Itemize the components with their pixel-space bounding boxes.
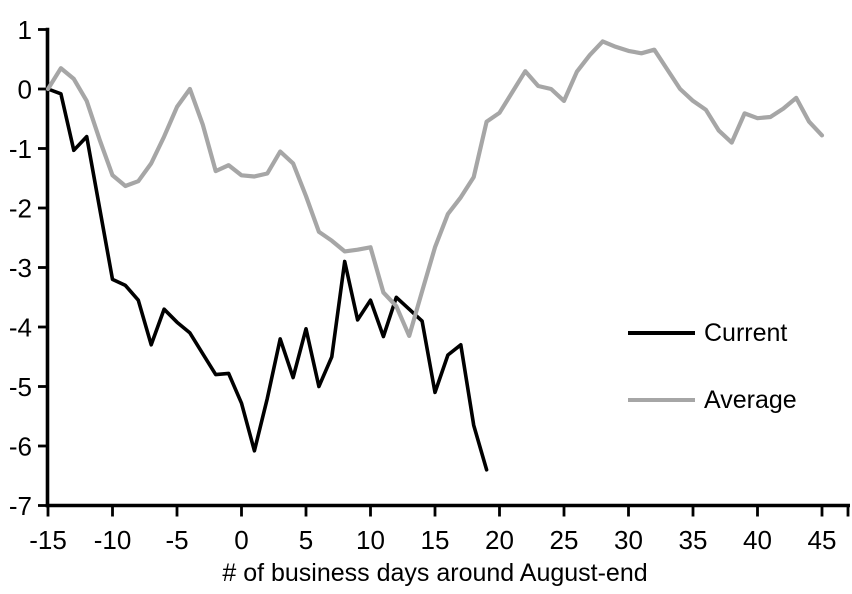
series-current-line: [46, 87, 489, 472]
y-tick-label: -3: [9, 253, 32, 283]
x-tick-label: -5: [165, 525, 188, 555]
series-average-line: [45, 39, 825, 338]
y-tick-label: 1: [18, 15, 32, 45]
legend-item-current: Current: [628, 319, 797, 347]
average-line-swatch: [628, 397, 695, 403]
x-tick-label: 10: [356, 525, 385, 555]
current-line-swatch: [628, 331, 695, 335]
legend-label-average: Average: [704, 386, 797, 414]
y-tick-label: 0: [18, 75, 32, 105]
legend-item-average: Average: [628, 386, 797, 414]
y-tick-label: -7: [9, 491, 32, 521]
x-tick-label: 45: [808, 525, 837, 555]
x-tick-label: 20: [485, 525, 514, 555]
x-axis-title: # of business days around August-end: [222, 559, 648, 587]
x-tick-label: 15: [421, 525, 450, 555]
legend: Current Average: [628, 319, 797, 414]
y-tick-label: -1: [9, 134, 32, 164]
y-tick-label: -2: [9, 194, 32, 224]
x-tick-label: 0: [234, 525, 248, 555]
x-tick-label: 35: [679, 525, 708, 555]
x-tick-label: 40: [743, 525, 772, 555]
x-tick-label: 25: [550, 525, 579, 555]
y-tick-label: -4: [9, 313, 32, 343]
x-tick-label: -15: [29, 525, 67, 555]
x-tick-label: -10: [94, 525, 132, 555]
x-tick-label: 5: [299, 525, 313, 555]
y-tick-label: -5: [9, 372, 32, 402]
legend-label-current: Current: [704, 319, 788, 347]
y-tick-label: -6: [9, 432, 32, 462]
x-tick-label: 30: [614, 525, 643, 555]
